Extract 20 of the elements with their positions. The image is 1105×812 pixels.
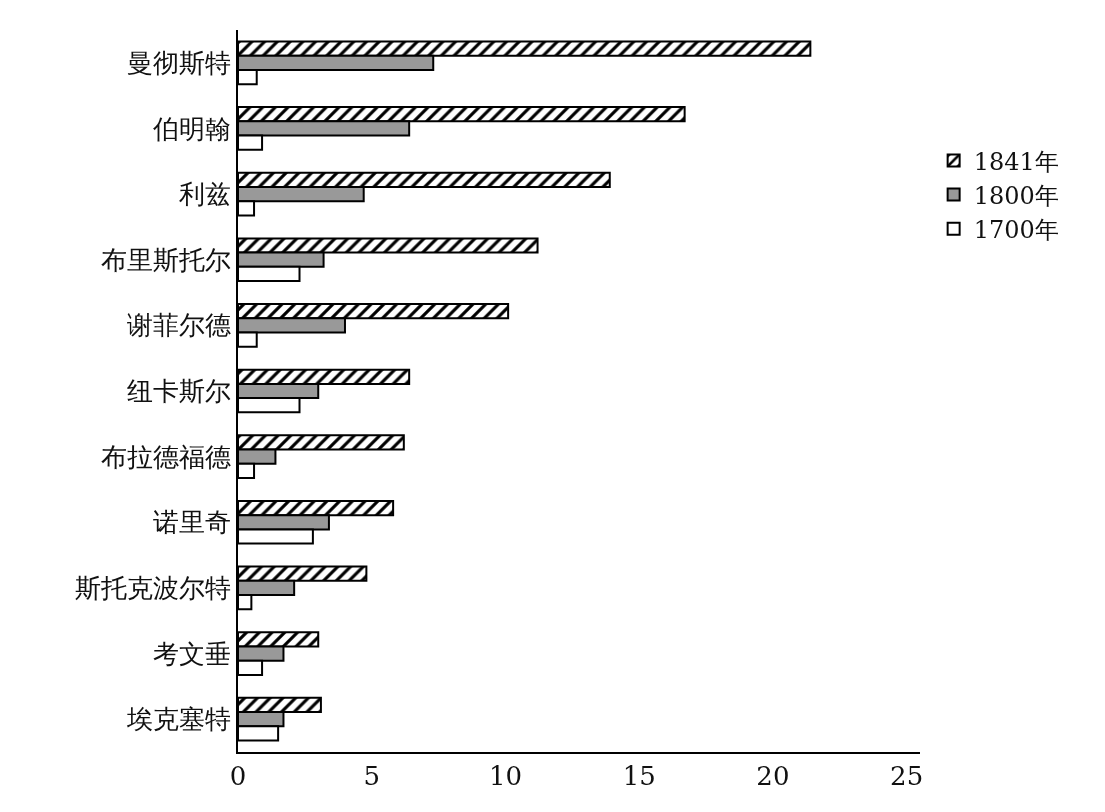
text: 1841年 — [973, 147, 1059, 176]
y-tick-label: 谢菲尔德 — [126, 310, 231, 341]
y-tick-label: 纽卡斯尔 — [126, 376, 231, 407]
y-tick-label: 利兹 — [178, 179, 231, 210]
y-tick-label: 考文垂 — [152, 638, 231, 669]
x-tick-label: 5 — [363, 761, 380, 792]
x-tick-label: 20 — [756, 761, 790, 792]
y-tick-label: 曼彻斯特 — [126, 47, 231, 78]
y-tick-label: 埃克塞特 — [125, 704, 231, 735]
y-tick-label: 布拉德福德 — [100, 441, 231, 472]
x-tick-label: 0 — [229, 761, 247, 792]
x-tick-label: 10 — [488, 761, 522, 792]
y-tick-label: 布里斯托尔 — [100, 244, 231, 275]
y-tick-label: 斯托克波尔特 — [74, 573, 231, 604]
y-tick-label: 诺里奇 — [152, 507, 231, 538]
x-tick-label: 25 — [890, 761, 924, 792]
y-tick-label: 伯明翰 — [151, 113, 231, 144]
legend-label: 1800年 — [973, 181, 1059, 210]
legend-label: 1700年 — [973, 216, 1059, 245]
x-tick-label: 15 — [622, 761, 656, 792]
